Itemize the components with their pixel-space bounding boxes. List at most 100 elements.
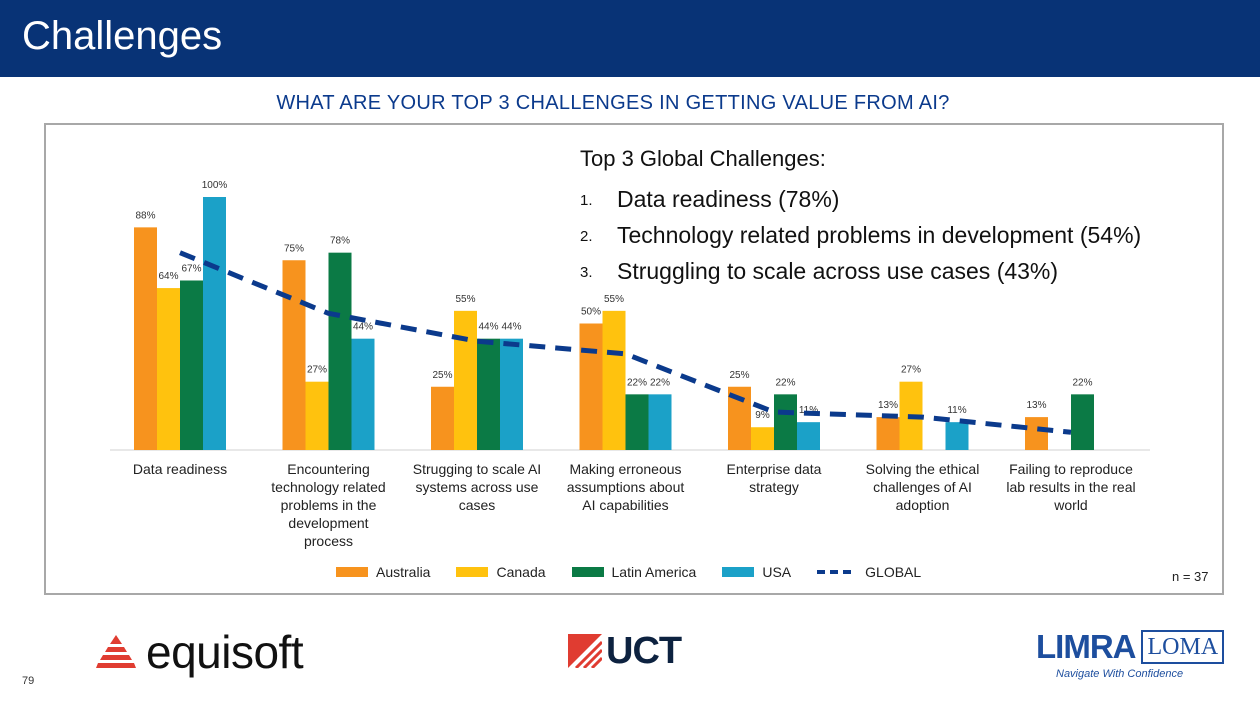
legend-swatch-latin-america <box>571 567 604 577</box>
limra-wordmark: LIMRA <box>1036 628 1136 665</box>
bar-value-label: 44% <box>478 322 498 333</box>
page-number: 79 <box>22 675 35 687</box>
legend-item-global: GLOBAL <box>817 564 921 580</box>
bar-value-label: 44% <box>353 322 373 333</box>
limra-tagline: Navigate With Confidence <box>1056 668 1184 680</box>
bar-australia <box>728 386 751 450</box>
uct-logo: UCT <box>568 629 682 672</box>
callout-item-text: Data readiness (78%) <box>617 186 840 212</box>
bar-usa <box>351 338 375 450</box>
equisoft-logo: equisoft <box>96 624 304 680</box>
bar-canada <box>602 310 626 450</box>
bar-value-label: 13% <box>878 400 898 411</box>
legend-item-usa: USA <box>722 564 791 580</box>
legend-swatch-australia <box>336 567 368 577</box>
bar-value-label: 25% <box>432 370 452 381</box>
bar-value-label: 11% <box>799 405 818 416</box>
bar-australia <box>1025 417 1048 450</box>
equisoft-wordmark: equisoft <box>146 626 304 678</box>
chart-frame <box>44 123 1224 595</box>
legend-item-australia: Australia <box>336 564 430 580</box>
callout-item-number: 3. <box>580 263 593 281</box>
callout-item-text: Struggling to scale across use cases (43… <box>617 257 1059 284</box>
limra-loma-logo: LIMRA LOMA Navigate With Confidence <box>1036 628 1225 688</box>
legend-label: Australia <box>376 564 431 580</box>
bar-value-label: 44% <box>501 322 521 333</box>
bar-value-label: 22% <box>1072 377 1092 388</box>
bar-value-label: 25% <box>729 370 749 381</box>
bar-latin-america <box>625 394 649 450</box>
bar-australia <box>431 386 454 450</box>
category-label: Failing to reproduce lab results in the r… <box>1006 461 1136 513</box>
bar-value-label: 22% <box>650 377 670 388</box>
callout-item: 2. Technology related problems in develop… <box>580 218 1141 254</box>
chart-legend: Australia Canada Latin America USA GLOBA… <box>336 563 947 581</box>
bar-usa <box>500 338 523 450</box>
bar-usa <box>945 422 969 450</box>
limra-loma-row: LIMRA LOMA <box>1036 628 1225 666</box>
survey-question: WHAT ARE YOUR TOP 3 CHALLENGES IN GETTIN… <box>276 92 950 114</box>
callout-item: 1. Data readiness (78%) <box>580 182 1141 218</box>
loma-wordmark: LOMA <box>1141 630 1225 664</box>
uct-icon <box>568 634 602 668</box>
legend-swatch-global <box>817 570 852 574</box>
legend-label: Canada <box>496 564 546 580</box>
bar-canada <box>751 427 774 450</box>
bar-value-label: 9% <box>755 410 770 421</box>
callout-item-number: 2. <box>580 227 593 245</box>
bar-value-label: 100% <box>202 180 228 191</box>
bar-latin-america <box>1071 394 1094 450</box>
callout-item: 3. Struggling to scale across use cases (… <box>580 254 1141 290</box>
bar-value-label: 67% <box>181 263 201 274</box>
bar-canada <box>454 310 477 450</box>
bar-latin-america <box>477 338 500 450</box>
sample-size-label: n = 37 <box>1172 569 1209 584</box>
bar-australia <box>134 227 157 450</box>
bar-usa <box>203 197 226 450</box>
bar-latin-america <box>180 280 203 450</box>
uct-wordmark: UCT <box>606 629 682 672</box>
callout-item-number: 1. <box>580 191 593 209</box>
legend-label: GLOBAL <box>865 564 922 580</box>
bar-value-label: 11% <box>947 405 966 416</box>
bar-value-label: 50% <box>581 307 601 318</box>
category-label: Data readiness <box>132 461 228 477</box>
header-bar <box>0 0 1260 77</box>
category-label: Making erroneous assumptions about AI capa… <box>566 461 685 513</box>
category-label: Enterprise data strategy <box>726 461 822 495</box>
top-challenges-callout: Top 3 Global Challenges: 1. Data readines… <box>580 146 1141 290</box>
equisoft-icon <box>96 635 136 668</box>
category-label: Strugging to scale AI systems across use c… <box>412 461 542 513</box>
legend-label: Latin America <box>611 564 697 580</box>
callout-item-text: Technology related problems in developme… <box>617 221 1142 248</box>
legend-item-canada: Canada <box>456 564 546 580</box>
category-label: Solving the ethical challenges of AI adopt… <box>865 461 980 513</box>
legend-swatch-usa <box>722 567 755 577</box>
bar-usa <box>797 422 820 450</box>
category-label: Encountering technology related problems i… <box>271 461 386 549</box>
bar-value-label: 27% <box>901 365 921 376</box>
bar-usa <box>648 394 672 450</box>
bar-value-label: 27% <box>307 365 327 376</box>
bar-latin-america <box>328 252 352 450</box>
bar-canada <box>157 288 180 450</box>
bar-value-label: 78% <box>330 236 350 247</box>
page-title: Challenges <box>22 14 223 58</box>
legend-label: USA <box>762 564 792 580</box>
bar-value-label: 13% <box>1026 400 1046 411</box>
bar-canada <box>305 381 329 450</box>
bar-latin-america <box>774 394 797 450</box>
bar-value-label: 88% <box>135 210 155 221</box>
global-trend-line <box>179 250 1072 435</box>
bar-value-label: 55% <box>604 294 624 305</box>
callout-heading: Top 3 Global Challenges: <box>580 146 826 171</box>
legend-swatch-canada <box>456 567 489 577</box>
bar-australia <box>282 260 306 450</box>
bar-australia <box>579 323 603 450</box>
bar-value-label: 75% <box>284 243 304 254</box>
bar-australia <box>876 417 900 450</box>
bar-value-label: 22% <box>627 377 647 388</box>
bar-value-label: 64% <box>158 271 178 282</box>
bar-value-label: 55% <box>455 294 475 305</box>
